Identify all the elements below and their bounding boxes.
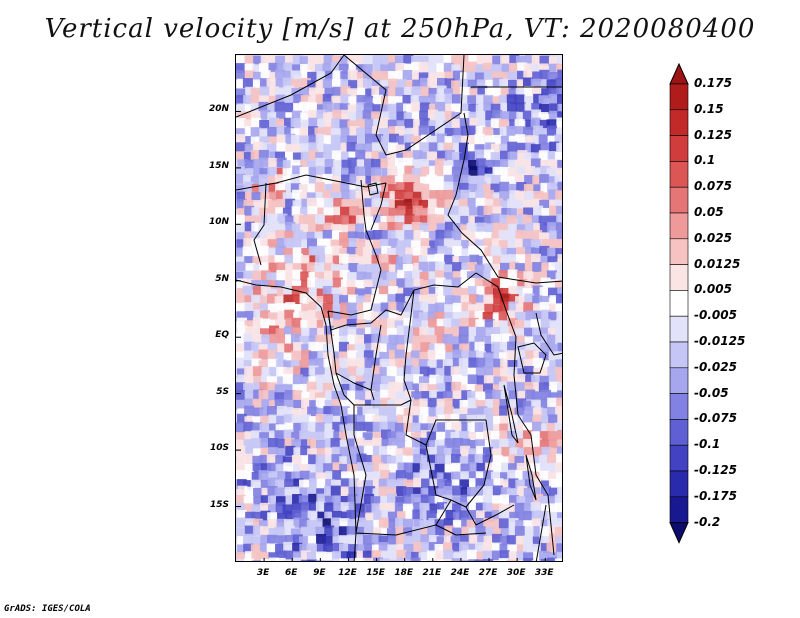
border-line — [236, 55, 345, 118]
country-borders — [236, 55, 562, 561]
map-panel — [235, 54, 563, 562]
lon-tick-label: 15E — [366, 568, 385, 578]
colorbar-value-label: -0.2 — [694, 514, 721, 529]
border-line — [475, 272, 517, 376]
lon-tick-label: 30E — [506, 568, 526, 578]
lon-tick-label: 24E — [450, 568, 470, 578]
border-line — [370, 182, 387, 231]
border-line — [435, 524, 487, 536]
colorbar-swatch — [669, 496, 689, 523]
velocity-field — [236, 55, 562, 561]
colorbar-value-label: -0.075 — [694, 411, 737, 426]
colorbar-value-label: -0.025 — [694, 359, 737, 374]
colorbar-swatch — [669, 367, 689, 394]
colorbar-swatch — [669, 161, 689, 188]
lon-tick-label: 9E — [313, 568, 326, 578]
border-line — [447, 194, 562, 284]
colorbar-value-label: -0.0125 — [694, 334, 746, 348]
colorbar-swatch — [669, 238, 689, 265]
border-line — [327, 310, 382, 391]
colorbar-value-label: 0.025 — [694, 230, 732, 245]
border-line — [343, 55, 387, 156]
colorbar-swatch — [669, 419, 689, 446]
lake-tanganyika — [503, 384, 519, 444]
colorbar-swatch — [669, 290, 689, 317]
colorbar-value-label: 0.05 — [694, 205, 724, 219]
lat-tick-label: 10N — [208, 217, 229, 228]
colorbar-swatch — [669, 315, 689, 343]
colorbar-swatch — [669, 135, 689, 162]
colorbar-value-label: 0.15 — [694, 101, 724, 116]
border-line — [354, 399, 412, 406]
colorbar-value-label: -0.1 — [694, 437, 721, 452]
border-line — [253, 182, 267, 266]
colorbar-swatch — [669, 186, 689, 214]
colorbar-value-label: 0.125 — [694, 127, 732, 142]
border-line — [535, 504, 547, 561]
border-line — [355, 474, 452, 536]
lon-tick-label: 33E — [534, 568, 554, 578]
colorbar-value-label: -0.125 — [694, 463, 737, 477]
lat-tick-label: 5N — [215, 273, 229, 284]
border-line — [465, 419, 492, 508]
border-line — [370, 389, 375, 401]
border-line — [513, 374, 555, 556]
colorbar-swatch — [669, 470, 689, 498]
lat-tick-label: 10S — [209, 443, 229, 454]
lon-tick-label: 12E — [338, 568, 357, 578]
border-line — [385, 55, 465, 156]
border-line — [327, 272, 477, 331]
map-title: Vertical velocity [m/s] at 250hPa, VT: 2… — [44, 14, 756, 44]
vertical-velocity-map — [236, 55, 562, 561]
lon-tick-label: 6E — [285, 568, 298, 578]
colorbar-value-label: -0.05 — [694, 385, 729, 400]
colorbar-swatch — [669, 393, 689, 420]
lon-tick-label: 18E — [394, 568, 414, 578]
colorbar-swatch — [669, 444, 689, 472]
colorbar-bottom-arrow — [669, 522, 689, 544]
lake-victoria — [517, 342, 547, 374]
lon-tick-label: 27E — [478, 568, 498, 578]
border-line — [360, 179, 382, 271]
lat-tick-label: 5S — [216, 386, 229, 397]
border-line — [425, 444, 515, 526]
colorbar-value-label: 0.175 — [694, 76, 732, 90]
colorbar-value-label: 0.1 — [694, 153, 716, 168]
lat-tick-label: 20N — [208, 104, 229, 115]
lon-tick-label: 3E — [256, 568, 270, 578]
lat-tick-label: EQ — [215, 330, 229, 341]
colorbar-swatch — [669, 83, 689, 111]
lake-malawi — [525, 454, 537, 501]
border-line — [535, 312, 562, 356]
lat-tick-label: 15N — [208, 160, 229, 171]
border-line — [236, 174, 387, 191]
colorbar-value-label: -0.175 — [694, 488, 737, 503]
border-line — [455, 112, 469, 196]
colorbar-swatch — [669, 212, 689, 240]
coastline — [236, 279, 357, 561]
colorbar-value-label: 0.005 — [694, 282, 732, 297]
colorbar-swatch — [669, 109, 689, 136]
lat-tick-label: 15S — [209, 499, 229, 510]
grads-credit: GrADS: IGES/COLA — [4, 604, 91, 614]
colorbar-value-label: 0.0125 — [694, 256, 741, 271]
border-line — [327, 269, 382, 316]
colorbar-top-arrow — [669, 62, 689, 85]
lake-chad — [367, 182, 379, 196]
lon-tick-label: 21E — [422, 568, 442, 578]
colorbar-swatch — [669, 341, 689, 369]
colorbar-value-label: -0.005 — [694, 308, 737, 323]
colorbar-value-label: 0.075 — [694, 179, 732, 194]
colorbar-swatch — [669, 264, 689, 291]
